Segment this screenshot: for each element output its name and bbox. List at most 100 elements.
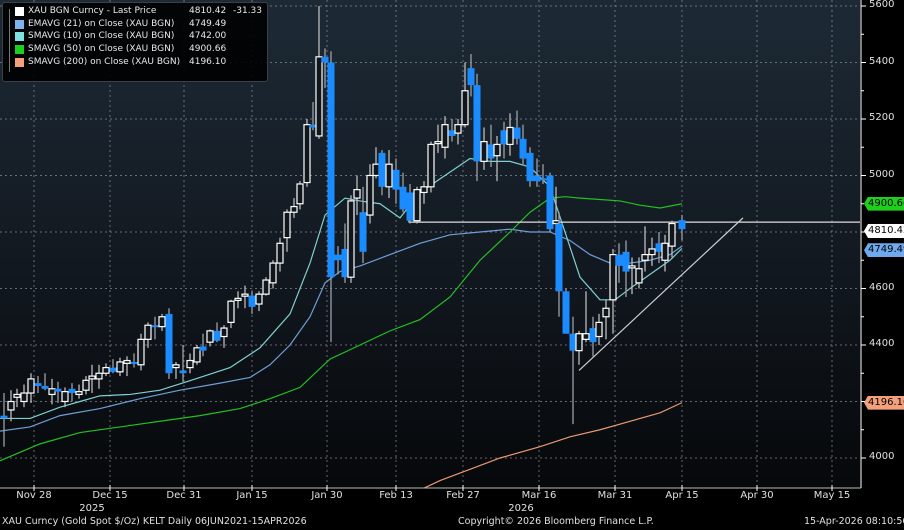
candle-up bbox=[303, 124, 311, 184]
candle-up bbox=[628, 265, 636, 269]
candle-up bbox=[366, 174, 374, 216]
footer-security-info: XAU Curncy (Gold Spot $/Oz) KELT Daily 0… bbox=[2, 516, 307, 527]
candle-up bbox=[123, 359, 131, 364]
candle-up bbox=[385, 163, 393, 188]
legend-label: SMAVG (50) on Close (XAU BGN) bbox=[28, 44, 175, 54]
candle-down bbox=[615, 254, 623, 266]
candle-down bbox=[309, 124, 317, 128]
candle-up bbox=[158, 316, 166, 328]
legend-label: XAU BGN Curncy - Last Price bbox=[28, 6, 157, 16]
candle-up bbox=[296, 183, 304, 205]
candle-up bbox=[75, 391, 83, 396]
candle-down bbox=[54, 388, 62, 392]
legend-swatch-cyan bbox=[15, 32, 24, 41]
candle-down bbox=[539, 178, 547, 181]
candle-up bbox=[595, 321, 603, 338]
y-axis-label: 4000 bbox=[869, 451, 895, 462]
candle-down bbox=[473, 85, 481, 162]
legend-tree-connector bbox=[9, 9, 10, 72]
candle-up bbox=[48, 388, 56, 396]
year-label: 2026 bbox=[508, 503, 534, 514]
year-label: 2025 bbox=[79, 503, 105, 514]
candle-down bbox=[562, 291, 570, 334]
candle-up bbox=[227, 300, 235, 323]
legend-swatch-blue bbox=[15, 20, 24, 29]
y-axis-label: 5400 bbox=[869, 55, 895, 67]
candle-up bbox=[353, 189, 361, 199]
legend-change: -31.33 bbox=[233, 6, 263, 16]
legend-swatch-orange bbox=[15, 58, 24, 67]
candle-down bbox=[334, 254, 342, 261]
candle-up bbox=[609, 254, 617, 301]
x-axis-label: May 15 bbox=[813, 490, 851, 501]
legend-value: 4900.66 bbox=[189, 44, 227, 54]
annotation-lines bbox=[408, 209, 860, 371]
resistance-line[interactable] bbox=[408, 209, 860, 223]
candle-up bbox=[13, 393, 21, 398]
candle-down bbox=[569, 333, 577, 351]
candle-down bbox=[199, 346, 207, 351]
candle-up bbox=[454, 124, 462, 134]
x-axis-label: Jan 15 bbox=[236, 490, 268, 501]
candle-up bbox=[82, 379, 90, 391]
candle-up bbox=[262, 279, 270, 295]
candle-down bbox=[513, 127, 521, 139]
candle-down bbox=[467, 68, 475, 86]
candle-down bbox=[555, 223, 563, 292]
candle-up bbox=[102, 367, 110, 374]
legend-swatch-white bbox=[15, 7, 24, 16]
legend-value: 4196.10 bbox=[189, 57, 227, 67]
legend-label: EMAVG (21) on Close (XAU BGN) bbox=[28, 19, 175, 29]
candle-up bbox=[290, 205, 298, 213]
candle-up bbox=[220, 327, 228, 338]
candle-up bbox=[493, 143, 501, 157]
candle-down bbox=[327, 62, 335, 278]
candle-up bbox=[7, 400, 15, 411]
y-axis-label: 4600 bbox=[869, 281, 895, 293]
chart-legend: XAU BGN Curncy - Last Price 4810.42 -31.… bbox=[2, 2, 268, 82]
legend-value: 4749.49 bbox=[189, 19, 227, 29]
candle-up bbox=[506, 126, 514, 146]
candle-down bbox=[248, 295, 256, 307]
candle-down bbox=[622, 251, 630, 272]
candle-up bbox=[186, 359, 194, 369]
candle-up bbox=[648, 248, 656, 256]
x-axis-label: Feb 27 bbox=[446, 490, 480, 501]
candle-up bbox=[88, 375, 96, 380]
candle-up bbox=[434, 141, 442, 145]
x-axis-label: Apr 30 bbox=[740, 490, 774, 501]
candle-down bbox=[399, 186, 407, 210]
support-trendline[interactable] bbox=[578, 217, 744, 371]
candle-down bbox=[359, 212, 367, 252]
candle-up bbox=[420, 186, 428, 194]
candle-up bbox=[315, 56, 323, 137]
x-axis-label: Jan 30 bbox=[311, 490, 343, 501]
candle-down bbox=[68, 388, 76, 394]
candle-up bbox=[441, 124, 449, 148]
chart-plot-area bbox=[0, 0, 860, 488]
candle-down bbox=[655, 243, 663, 252]
price-tag: 4749.49 bbox=[864, 243, 904, 258]
y-axis-label: 4400 bbox=[869, 338, 895, 349]
candle-down bbox=[526, 152, 534, 182]
candle-up bbox=[552, 220, 560, 225]
candle-down bbox=[41, 385, 49, 389]
candle-up bbox=[668, 222, 676, 247]
candles bbox=[0, 6, 686, 447]
y-axis-label: 5000 bbox=[869, 168, 895, 180]
x-axis-label: Dec 15 bbox=[92, 490, 128, 501]
candle-down bbox=[179, 370, 187, 374]
footer-timestamp: 15-Apr-2026 08:10:56 bbox=[804, 516, 904, 527]
candle-down bbox=[165, 313, 173, 374]
sma10-line bbox=[0, 157, 683, 420]
candle-up bbox=[234, 297, 242, 301]
candle-up bbox=[347, 200, 355, 278]
candle-down bbox=[487, 144, 495, 159]
candle-down bbox=[0, 415, 8, 419]
candle-up bbox=[413, 189, 421, 222]
candle-down bbox=[406, 192, 414, 221]
candle-down bbox=[448, 130, 456, 136]
candle-down bbox=[130, 361, 138, 364]
x-axis-label: Nov 28 bbox=[16, 490, 52, 501]
legend-value: 4742.00 bbox=[189, 31, 227, 41]
